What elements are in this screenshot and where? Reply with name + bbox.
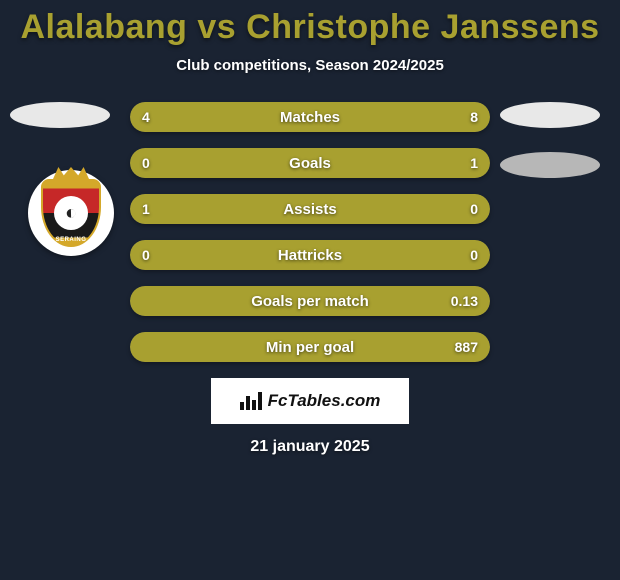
date-text: 21 january 2025 xyxy=(0,438,620,456)
stats-area: ◐ SERAING Matches48Goals01Assists10Hattr… xyxy=(0,102,620,362)
player-right-pill-2 xyxy=(500,152,600,178)
player-left-crest: ◐ SERAING xyxy=(28,170,114,256)
stat-row: Assists1 0 xyxy=(130,194,490,224)
player-right-pill-1 xyxy=(500,102,600,128)
stat-value-right: 1 xyxy=(470,148,478,178)
stat-row: Goals0 1 xyxy=(130,148,490,178)
stat-value-left: 4 xyxy=(142,102,150,132)
watermark-text: FcTables.com xyxy=(268,391,381,411)
stat-value-right: 0 xyxy=(470,194,478,224)
stat-value-right: 0 xyxy=(470,240,478,270)
stat-value-left: 0 xyxy=(142,148,150,178)
stat-bars: Matches48Goals01Assists10Hattricks00Goal… xyxy=(130,102,490,362)
stat-value-left: 0 xyxy=(142,240,150,270)
stat-label: Min per goal xyxy=(130,332,490,362)
player-left-pill xyxy=(10,102,110,128)
stat-row: Min per goal887 xyxy=(130,332,490,362)
stat-row: Matches4 8 xyxy=(130,102,490,132)
stat-value-right: 0.13 xyxy=(451,286,478,316)
stat-value-right: 8 xyxy=(470,102,478,132)
stat-row: Goals per match0.13 xyxy=(130,286,490,316)
stat-label: Goals per match xyxy=(130,286,490,316)
stat-label: Goals xyxy=(130,148,490,178)
crest-crown-icon xyxy=(53,167,89,179)
page-title: Alalabang vs Christophe Janssens xyxy=(0,0,620,47)
watermark: FcTables.com xyxy=(211,378,409,424)
stat-value-right: 887 xyxy=(455,332,478,362)
bars-icon xyxy=(240,392,262,410)
stat-label: Hattricks xyxy=(130,240,490,270)
stat-label: Assists xyxy=(130,194,490,224)
stat-value-left: 1 xyxy=(142,194,150,224)
crest-shield-icon: ◐ SERAING xyxy=(41,179,101,247)
stat-label: Matches xyxy=(130,102,490,132)
subtitle: Club competitions, Season 2024/2025 xyxy=(0,57,620,74)
crest-name: SERAING xyxy=(43,237,99,243)
stat-row: Hattricks0 0 xyxy=(130,240,490,270)
crest-emblem-icon: ◐ xyxy=(54,196,88,230)
